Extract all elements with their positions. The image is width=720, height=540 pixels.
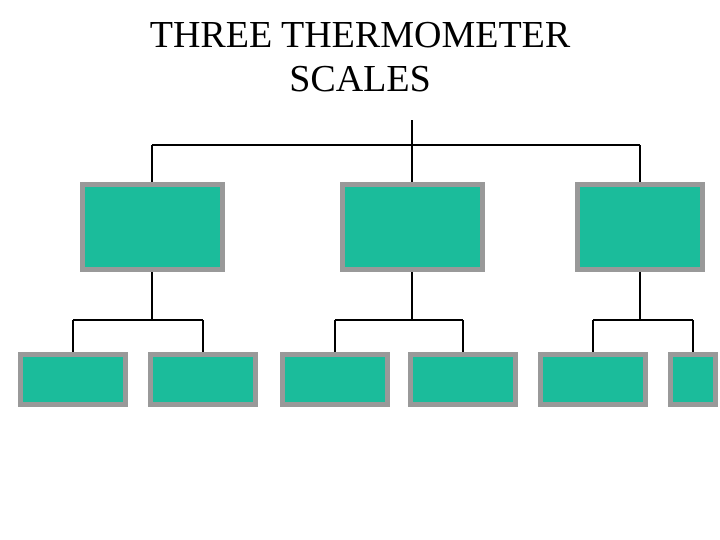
node-box [148, 352, 258, 407]
node-box [668, 352, 718, 407]
node-box [575, 182, 705, 272]
node-box [408, 352, 518, 407]
node-box [80, 182, 225, 272]
title-line-2: SCALES [289, 58, 430, 100]
node-box [340, 182, 485, 272]
page-title: THREE THERMOMETER SCALES [0, 0, 720, 101]
node-box [538, 352, 648, 407]
title-line-1: THREE THERMOMETER [150, 14, 570, 56]
node-box [280, 352, 390, 407]
node-box [18, 352, 128, 407]
